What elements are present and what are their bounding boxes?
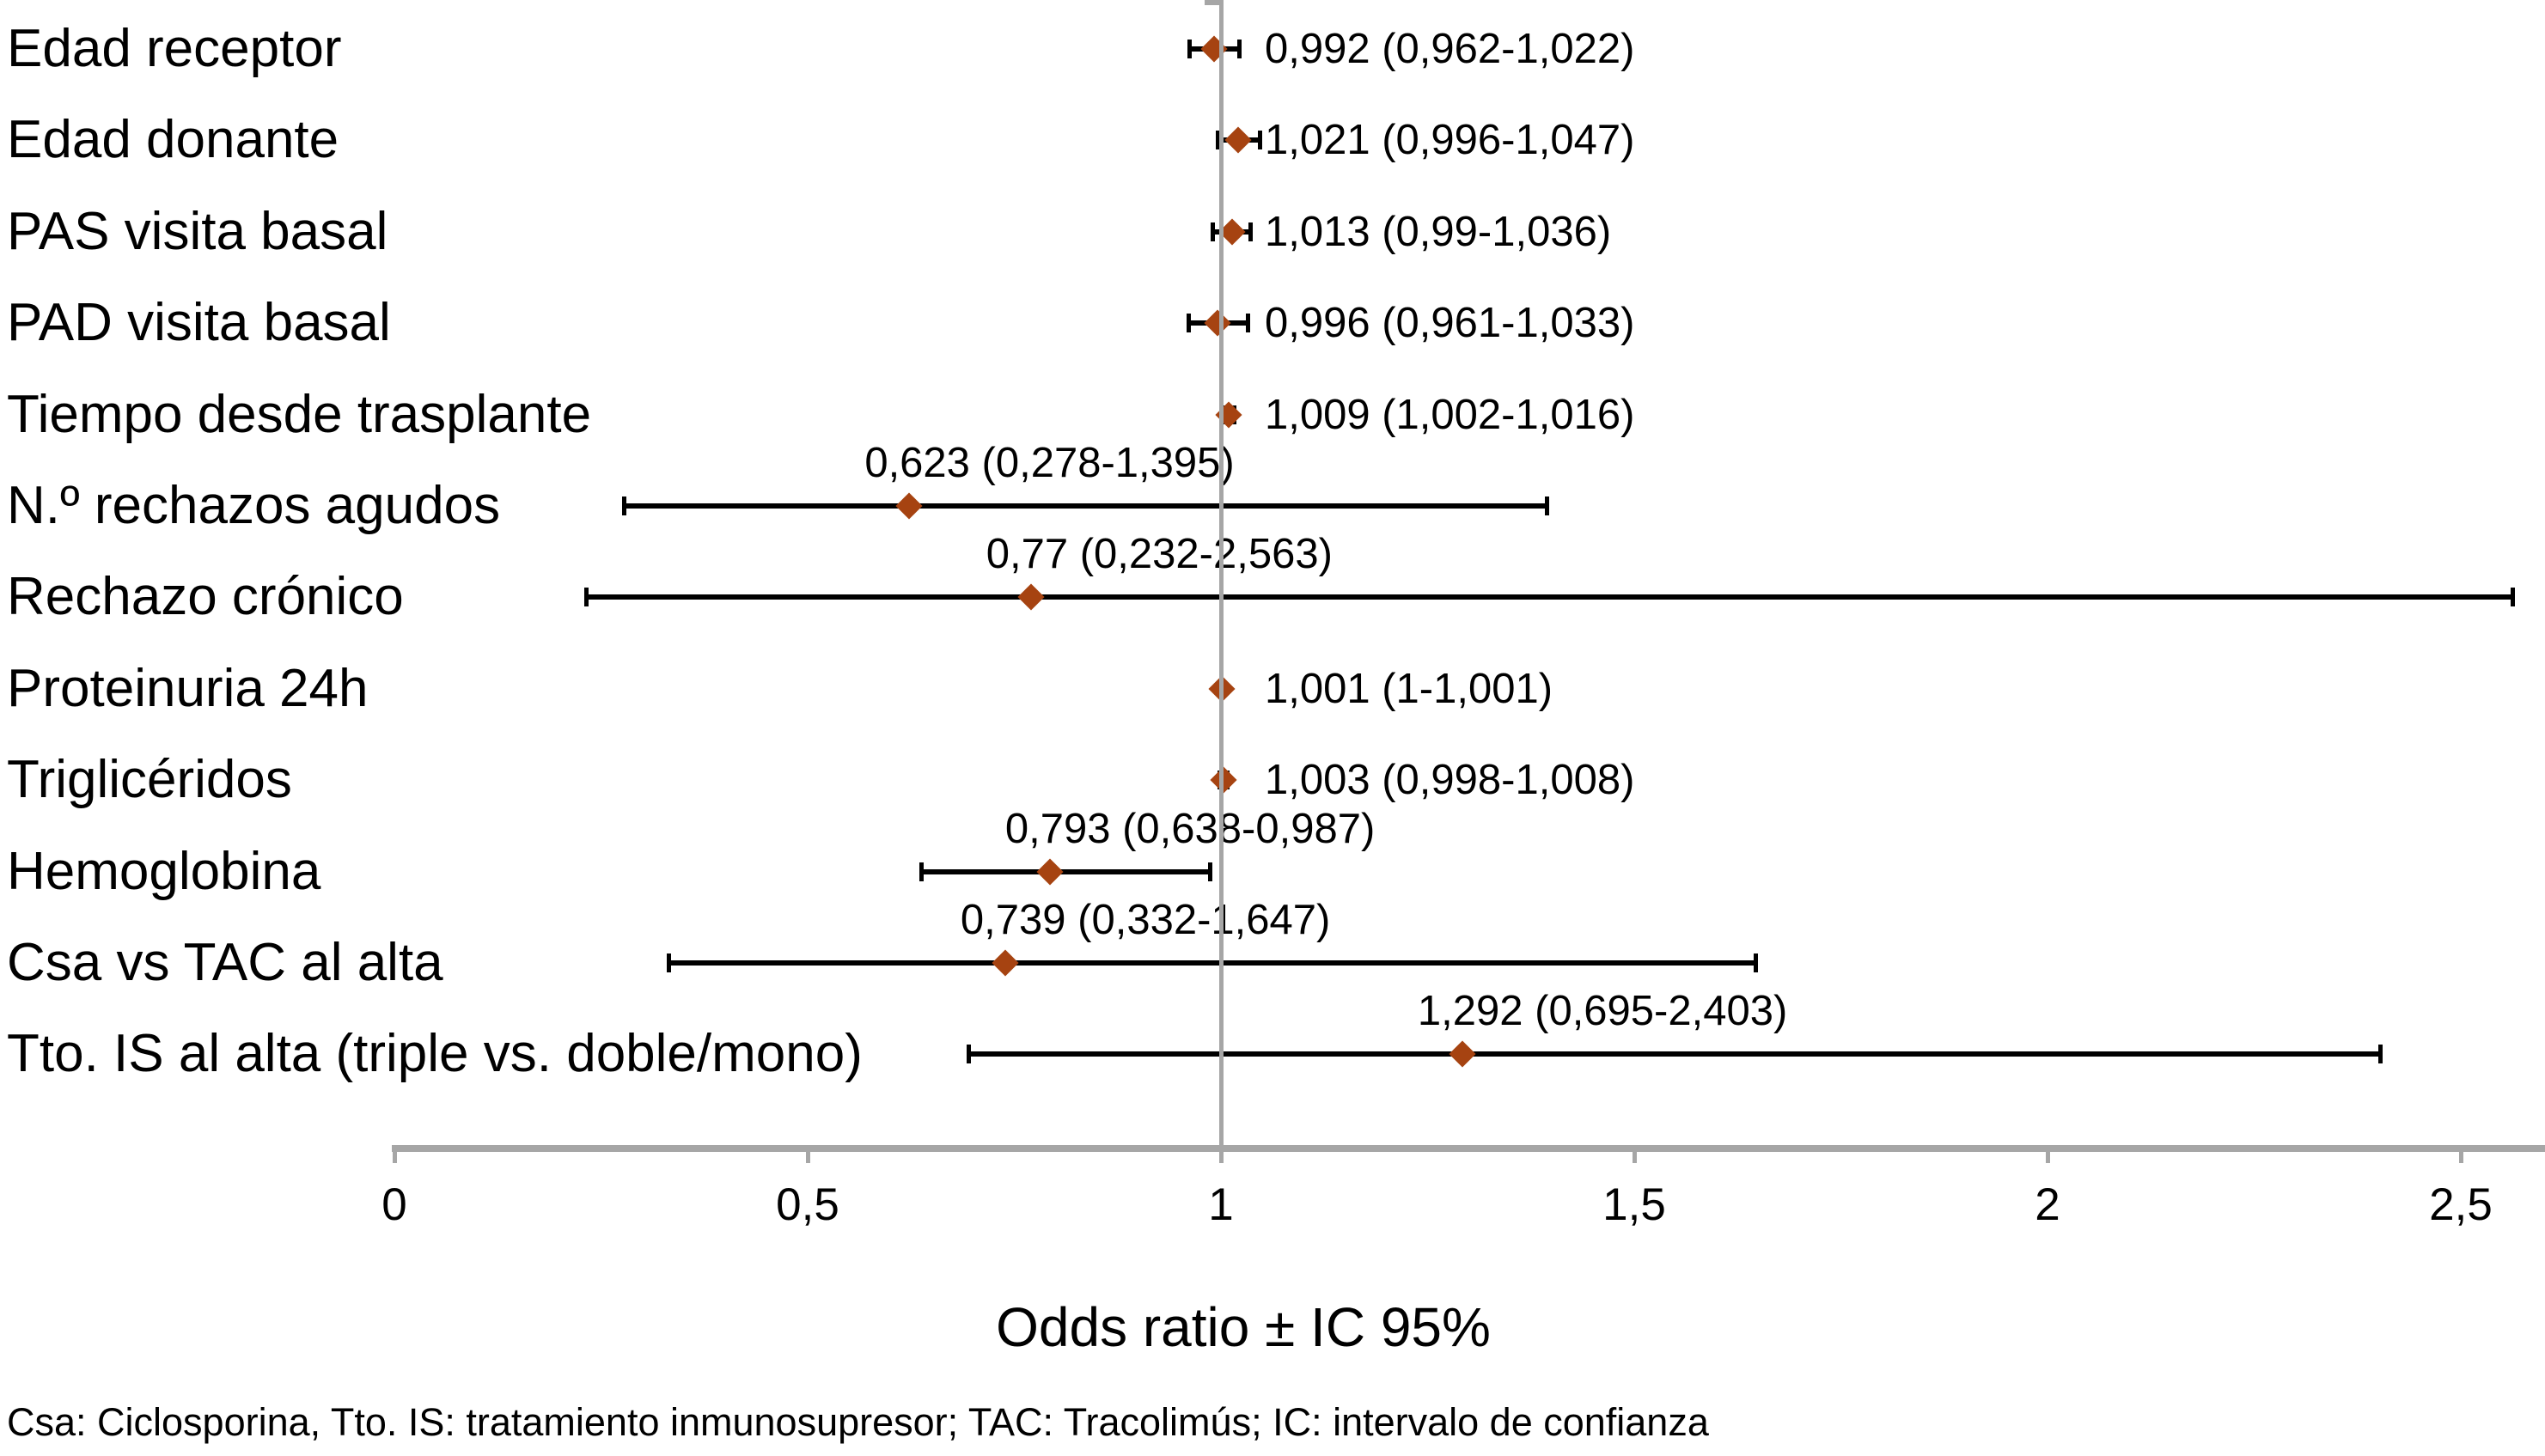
x-axis-title: Odds ratio ± IC 95% (996, 1296, 1491, 1358)
or-ci-annotation: 1,021 (0,996-1,047) (1265, 117, 1635, 163)
row-label: Proteinuria 24h (7, 659, 369, 718)
ci-cap (1248, 222, 1254, 241)
diamond-marker (895, 492, 923, 520)
or-ci-annotation: 0,996 (0,961-1,033) (1265, 300, 1635, 346)
ci-cap (1753, 953, 1758, 972)
x-axis-tick-label: 0 (381, 1179, 407, 1230)
footnote: Csa: Ciclosporina, Tto. IS: tratamiento … (7, 1400, 1709, 1444)
row-label: Tto. IS al alta (triple vs. doble/mono) (7, 1024, 863, 1083)
x-axis-tick-label: 1 (1208, 1179, 1234, 1230)
or-ci-annotation: 1,292 (0,695-2,403) (1417, 988, 1788, 1034)
reference-line-top-nub (1205, 0, 1222, 5)
ci-cap (1246, 314, 1251, 332)
ci-cap (666, 953, 671, 972)
diamond-marker (1449, 1040, 1476, 1068)
or-ci-annotation: 0,739 (0,332-1,647) (960, 897, 1331, 943)
x-axis-tick (392, 1152, 397, 1163)
diamond-marker (1036, 858, 1064, 886)
ci-cap (919, 862, 925, 881)
row-label: Tiempo desde trasplante (7, 385, 592, 444)
or-ci-annotation: 1,001 (1-1,001) (1265, 666, 1553, 712)
ci-line (586, 594, 2513, 600)
diamond-marker (1200, 35, 1228, 63)
x-axis-line (392, 1145, 2545, 1152)
x-axis-tick-label: 2 (2035, 1179, 2060, 1230)
x-axis-tick-label: 0,5 (776, 1179, 839, 1230)
ci-cap (1207, 862, 1212, 881)
row-label: Edad donante (7, 110, 339, 169)
x-axis-tick (1218, 1152, 1224, 1163)
x-axis-tick-label: 1,5 (1602, 1179, 1666, 1230)
x-axis-tick-label: 2,5 (2429, 1179, 2493, 1230)
diamond-marker (1017, 583, 1045, 611)
ci-line (921, 869, 1211, 874)
diamond-marker (1204, 309, 1231, 337)
ci-cap (2511, 588, 2516, 606)
row-label: Csa vs TAC al alta (7, 933, 443, 992)
row-label: N.º rechazos agudos (7, 476, 501, 535)
row-label: Rechazo crónico (7, 567, 404, 626)
or-ci-annotation: 0,77 (0,232-2,563) (986, 531, 1333, 577)
x-axis-tick (805, 1152, 810, 1163)
or-ci-annotation: 1,003 (0,998-1,008) (1265, 757, 1635, 803)
ci-cap (1210, 222, 1215, 241)
ci-cap (1257, 131, 1262, 149)
or-ci-annotation: 1,009 (1,002-1,016) (1265, 392, 1635, 438)
ci-line (668, 960, 1756, 966)
x-axis-tick (2045, 1152, 2050, 1163)
ci-cap (1186, 314, 1191, 332)
or-ci-annotation: 0,793 (0,638-0,987) (1004, 806, 1376, 852)
ci-cap (1236, 40, 1242, 58)
ci-cap (1187, 40, 1192, 58)
or-ci-annotation: 0,992 (0,962-1,022) (1265, 26, 1635, 72)
diamond-marker (1224, 126, 1252, 154)
ci-line (624, 503, 1547, 509)
or-ci-annotation: 1,013 (0,99-1,036) (1265, 209, 1612, 255)
diamond-marker (1210, 766, 1237, 794)
ci-cap (583, 588, 589, 606)
row-label: Edad receptor (7, 19, 342, 78)
ci-line (968, 1051, 2381, 1057)
reference-line-or-1 (1218, 0, 1224, 1145)
ci-cap (967, 1045, 972, 1063)
ci-cap (2378, 1045, 2383, 1063)
x-axis-tick (1632, 1152, 1637, 1163)
ci-cap (1545, 497, 1550, 515)
row-label: PAS visita basal (7, 202, 388, 261)
row-label: Hemoglobina (7, 842, 321, 901)
ci-cap (621, 497, 626, 515)
row-label: Triglicéridos (7, 750, 292, 809)
x-axis-tick (2458, 1152, 2463, 1163)
row-label: PAD visita basal (7, 293, 391, 352)
or-ci-annotation: 0,623 (0,278-1,395) (864, 440, 1235, 486)
diamond-marker (992, 949, 1019, 977)
ci-cap (1215, 131, 1220, 149)
